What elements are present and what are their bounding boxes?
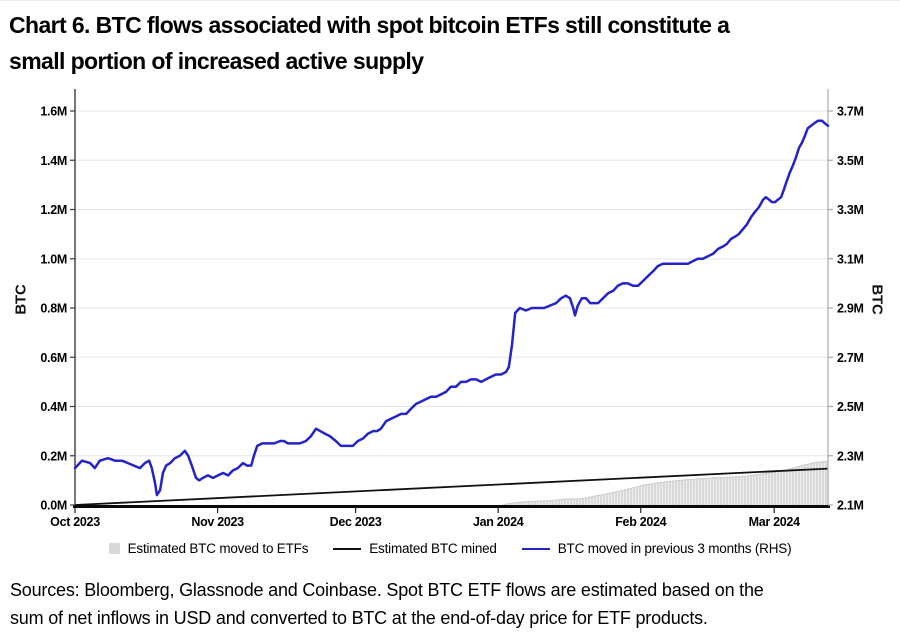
chart-title: Chart 6. BTC flows associated with spot …	[9, 7, 889, 79]
y-left-tick-label: 0.4M	[40, 400, 67, 414]
y-left-tick-label: 0.0M	[40, 499, 67, 513]
series-layer	[74, 460, 829, 506]
source-note-line1: Sources: Bloomberg, Glassnode and Coinba…	[10, 580, 764, 600]
x-tick-label: Jan 2024	[473, 515, 524, 529]
x-tick-label: Oct 2023	[50, 515, 100, 529]
x-tick-label: Mar 2024	[749, 515, 800, 529]
y-left-tick-label: 1.2M	[40, 203, 67, 217]
gridlines-layer	[75, 110, 828, 457]
x-tick-label: Dec 2023	[330, 515, 382, 529]
legend-item-etf: Estimated BTC moved to ETFs	[108, 541, 309, 556]
source-note-line2: sum of net inflows in USD and converted …	[10, 608, 708, 628]
legend-label-moved: BTC moved in previous 3 months (RHS)	[557, 541, 792, 556]
y-right-tick-label: 2.7M	[837, 351, 864, 365]
y-right-tick-label: 3.7M	[837, 105, 864, 119]
x-tick-label: Feb 2024	[615, 515, 666, 529]
y-right-tick-label: 3.5M	[837, 154, 864, 168]
y-left-tick-label: 1.0M	[40, 252, 67, 266]
moved-line-swatch-icon	[521, 547, 550, 550]
tick-labels-layer: 0.0M 0.2M 0.4M 0.6M 0.8M 1.0M 1.2M 1.4M 1.6M 2.1M…	[40, 105, 863, 530]
mined-line-swatch-icon	[333, 547, 362, 550]
y-right-tick-label: 3.3M	[837, 203, 864, 217]
legend-item-mined: Estimated BTC mined	[333, 541, 497, 556]
btc-moved-line	[73, 119, 830, 497]
legend-item-moved: BTC moved in previous 3 months (RHS)	[521, 541, 792, 556]
chart-title-line1: Chart 6. BTC flows associated with spot …	[9, 12, 730, 38]
etf-area-swatch-icon	[108, 543, 120, 554]
x-tick-label: Nov 2023	[191, 515, 244, 529]
y-left-tick-label: 1.4M	[40, 154, 67, 168]
source-note: Sources: Bloomberg, Glassnode and Coinba…	[10, 576, 894, 632]
y-right-tick-label: 2.5M	[837, 400, 864, 414]
btc-flows-chart: 0.0M 0.2M 0.4M 0.6M 0.8M 1.0M 1.2M 1.4M 1.6M 2.1M…	[40, 89, 864, 530]
legend-label-mined: Estimated BTC mined	[369, 541, 497, 556]
etf-flows-area	[502, 461, 828, 505]
y-right-tick-label: 2.1M	[837, 499, 864, 513]
axes-layer	[73, 89, 830, 508]
chart-title-line2: small portion of increased active supply	[9, 48, 424, 74]
y-left-tick-label: 0.8M	[40, 302, 67, 316]
btc-mined-line	[74, 467, 829, 506]
y-left-tick-label: 1.6M	[40, 105, 67, 119]
chart-legend: Estimated BTC moved to ETFs Estimated BT…	[0, 541, 900, 556]
y-right-tick-label: 2.9M	[837, 302, 864, 316]
y-right-tick-label: 2.3M	[837, 449, 864, 463]
y-axis-right-title: BTC	[868, 284, 886, 315]
y-axis-left-title: BTC	[12, 284, 30, 315]
y-left-tick-label: 0.6M	[40, 351, 67, 365]
legend-label-etf: Estimated BTC moved to ETFs	[127, 541, 309, 556]
y-left-tick-label: 0.2M	[40, 449, 67, 463]
y-right-tick-label: 3.1M	[837, 252, 864, 266]
